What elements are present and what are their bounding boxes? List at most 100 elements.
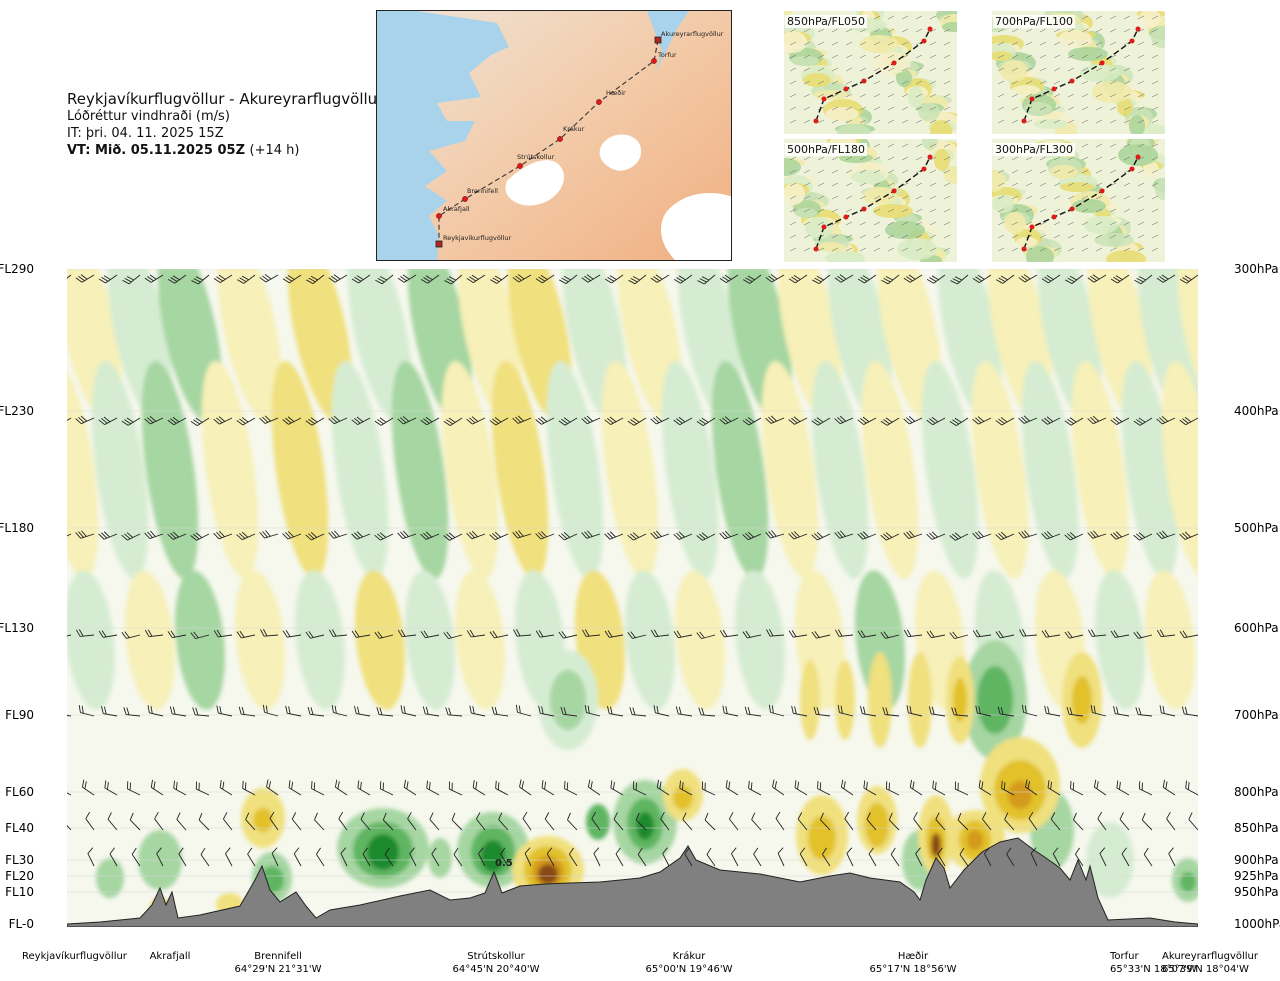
barb-feather — [540, 531, 547, 538]
barb-feather — [425, 531, 432, 538]
level-map-barb — [1151, 208, 1159, 213]
barb-feather — [356, 531, 363, 538]
wind-barb — [766, 629, 785, 637]
level-map-waypoint — [1135, 26, 1141, 32]
velocity-contour — [661, 361, 719, 579]
barb-shaft — [568, 854, 578, 867]
barb-feather — [1159, 531, 1165, 538]
barb-feather — [563, 275, 571, 281]
level-map-barb — [901, 106, 909, 111]
barb-feather — [1161, 530, 1168, 537]
barb-feather — [1188, 812, 1193, 820]
barb-feather — [768, 275, 775, 281]
barb-feather — [774, 781, 777, 789]
level-map-field — [1139, 11, 1161, 27]
barb-shaft — [360, 818, 371, 831]
level-map-field — [1012, 85, 1040, 95]
barb-feather — [126, 781, 129, 789]
barb-feather — [356, 706, 360, 715]
level-map-barb — [1011, 67, 1019, 72]
barb-feather — [259, 417, 266, 424]
pressure-level-label: 400hPa — [1234, 404, 1279, 418]
wind-barb — [443, 417, 463, 427]
wind-barb — [269, 811, 279, 831]
barb-feather — [30, 418, 36, 426]
wind-barb — [660, 811, 670, 831]
velocity-contour — [455, 570, 505, 710]
barb-shaft — [978, 787, 992, 796]
level-map-300[interactable]: 300hPa/FL300 — [992, 139, 1165, 262]
barb-feather — [78, 629, 84, 637]
level-map-waypoint — [813, 246, 819, 252]
wind-barb — [121, 631, 141, 639]
barb-feather — [1115, 275, 1123, 280]
barb-feather — [915, 847, 921, 854]
barb-feather — [308, 418, 315, 425]
barb-shaft — [954, 634, 969, 640]
velocity-contour — [931, 833, 941, 857]
wind-barb — [812, 274, 831, 285]
barb-feather — [768, 531, 774, 538]
barb-feather — [1133, 420, 1141, 426]
wind-barb — [675, 706, 693, 717]
barb-feather — [563, 417, 571, 423]
barb-feather — [932, 780, 934, 789]
barb-shaft — [1023, 711, 1038, 717]
level-map-850[interactable]: 850hPa/FL050 — [784, 11, 957, 134]
barb-shaft — [340, 853, 348, 867]
level-map-barb — [929, 208, 937, 213]
barb-shaft — [679, 787, 693, 796]
wind-barb — [957, 812, 969, 831]
barb-feather — [535, 630, 541, 638]
barb-shaft — [862, 713, 877, 717]
barb-shaft — [678, 713, 693, 717]
barb-feather — [632, 707, 636, 715]
wind-barb — [627, 417, 647, 426]
barb-shaft — [931, 533, 946, 540]
barb-feather — [794, 706, 797, 714]
level-map-700[interactable]: 700hPa/FL100 — [992, 11, 1165, 134]
barb-feather — [883, 533, 890, 540]
barb-feather — [266, 779, 269, 788]
barb-feather — [101, 630, 107, 638]
wind-barb — [98, 531, 118, 540]
fjord — [647, 11, 689, 73]
wind-barb — [409, 847, 417, 867]
barb-feather — [981, 781, 984, 790]
barb-feather — [701, 781, 704, 790]
wind-barb — [1133, 532, 1153, 541]
barb-feather — [1021, 704, 1024, 713]
wind-barb — [950, 274, 969, 285]
barb-feather — [995, 420, 1003, 426]
barb-shaft — [724, 634, 739, 638]
velocity-contour — [96, 858, 124, 898]
level-map-barb — [929, 80, 937, 85]
barb-feather — [650, 629, 656, 637]
level-map-barb — [1095, 15, 1103, 20]
barb-shaft — [358, 274, 371, 284]
barb-feather — [78, 416, 85, 423]
barb-feather — [121, 534, 128, 541]
barb-shaft — [1001, 788, 1015, 796]
barb-feather — [954, 707, 958, 716]
flight-level-label: FL230 — [0, 404, 34, 418]
wind-barb — [817, 781, 831, 796]
barb-feather — [172, 706, 176, 715]
wind-barb — [489, 531, 509, 541]
wind-barb — [765, 530, 785, 539]
barb-feather — [216, 705, 219, 714]
wind-barb — [890, 847, 900, 867]
wind-barb — [190, 417, 210, 427]
route-point-label: Reykjavíkurflugvöllur — [443, 234, 512, 242]
barb-feather — [36, 782, 42, 790]
velocity-contour — [391, 361, 449, 579]
wind-barb — [857, 416, 877, 425]
wind-barb — [637, 847, 647, 867]
barb-feather — [1099, 847, 1106, 854]
wind-barb — [751, 812, 762, 831]
barb-feather — [952, 533, 959, 540]
level-map-500[interactable]: 500hPa/FL180 — [784, 139, 957, 262]
barb-feather — [1121, 847, 1127, 855]
barb-feather — [975, 417, 982, 424]
wind-barb — [374, 417, 394, 426]
